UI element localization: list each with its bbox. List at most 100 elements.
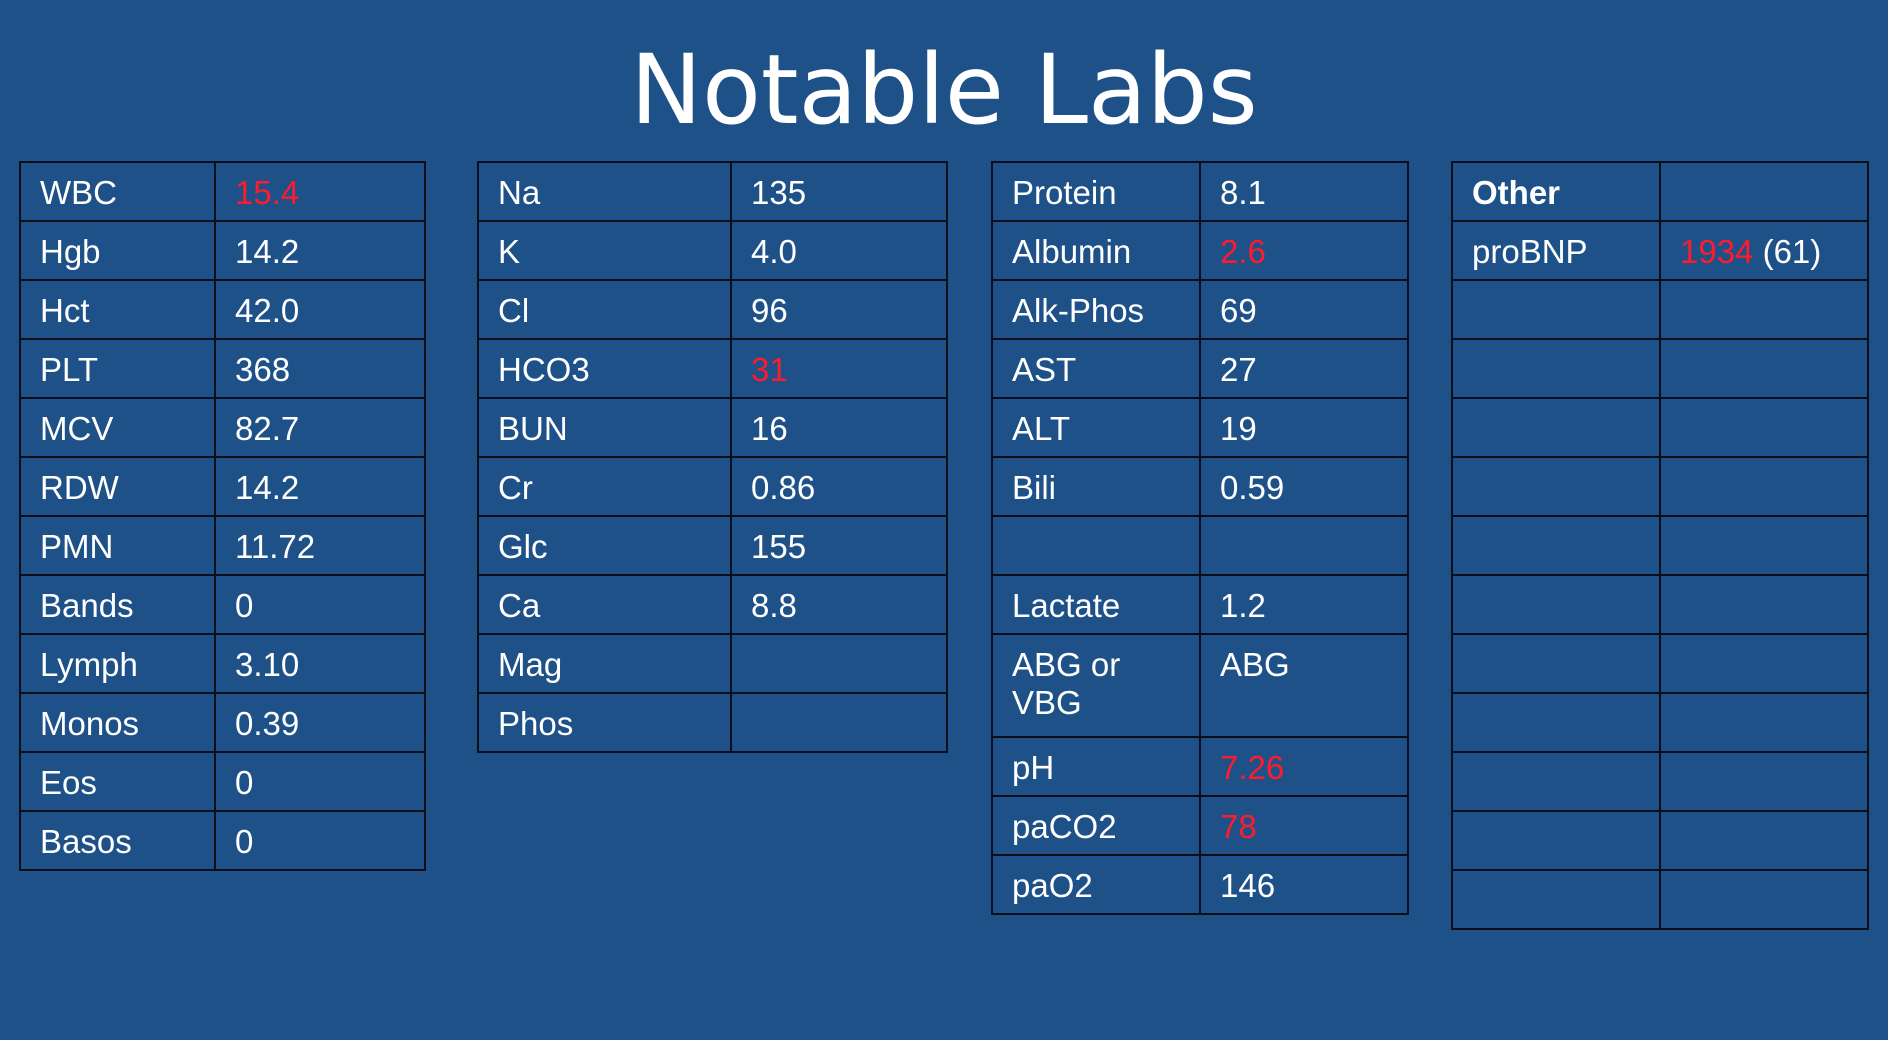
table-row: RDW 14.2 xyxy=(19,456,426,517)
lab-name: MCV xyxy=(19,397,216,458)
lab-name: paO2 xyxy=(991,854,1201,915)
lab-value: 4.0 xyxy=(751,233,797,270)
table-row: AST 27 xyxy=(991,338,1409,399)
table-row xyxy=(991,515,1409,576)
lab-value-cell xyxy=(1659,338,1869,399)
lab-value: 368 xyxy=(235,351,291,388)
table-row: BUN 16 xyxy=(477,397,948,458)
table-row xyxy=(1451,279,1869,340)
table-row: paO2 146 xyxy=(991,854,1409,915)
lab-name: Lymph xyxy=(19,633,216,694)
lab-name: BUN xyxy=(477,397,732,458)
lab-value: 11.72 xyxy=(235,528,316,565)
lab-value-cell: 135 xyxy=(730,161,948,222)
table-row xyxy=(1451,633,1869,694)
abnormal-value: 78 xyxy=(1220,808,1257,845)
table-row: Hgb 14.2 xyxy=(19,220,426,281)
table-row: Lymph 3.10 xyxy=(19,633,426,694)
lab-name xyxy=(1451,869,1661,930)
lab-value-cell xyxy=(1659,161,1869,222)
table-row: Other xyxy=(1451,161,1869,222)
lab-value-cell: 1.2 xyxy=(1199,574,1409,635)
lab-value: 155 xyxy=(751,528,807,565)
lab-name: Bands xyxy=(19,574,216,635)
bmp-table: Na 135 K 4.0 Cl 96 HCO3 31 BUN 16 Cr 0.86 Glc 155 Ca 8.… xyxy=(477,161,948,753)
reference-value: (61) xyxy=(1753,233,1822,270)
lab-value: 19 xyxy=(1220,410,1257,447)
lab-value-cell: 2.6 xyxy=(1199,220,1409,281)
lab-value: 14.2 xyxy=(235,233,300,270)
lab-name xyxy=(1451,515,1661,576)
lab-name: Albumin xyxy=(991,220,1201,281)
lab-name: Phos xyxy=(477,692,732,753)
lab-value: 0 xyxy=(235,823,254,860)
lab-name xyxy=(1451,456,1661,517)
lab-name: Ca xyxy=(477,574,732,635)
lab-name: WBC xyxy=(19,161,216,222)
lab-value: 14.2 xyxy=(235,469,300,506)
lab-name: Monos xyxy=(19,692,216,753)
table-row: HCO3 31 xyxy=(477,338,948,399)
lab-value-cell xyxy=(1659,515,1869,576)
abnormal-value: 1934 xyxy=(1680,233,1754,270)
lab-value-cell: 3.10 xyxy=(214,633,426,694)
lab-name: PMN xyxy=(19,515,216,576)
lab-name xyxy=(991,515,1201,576)
table-row: Hct 42.0 xyxy=(19,279,426,340)
lab-value-cell: 0.39 xyxy=(214,692,426,753)
lab-value-cell: 96 xyxy=(730,279,948,340)
table-row: pH 7.26 xyxy=(991,736,1409,797)
lab-value-cell xyxy=(1659,751,1869,812)
lab-name xyxy=(1451,397,1661,458)
slide-title: Notable Labs xyxy=(630,34,1258,146)
lab-value-cell: 0 xyxy=(214,574,426,635)
lab-value: ABG xyxy=(1220,646,1290,683)
lab-name: ALT xyxy=(991,397,1201,458)
lab-value: 82.7 xyxy=(235,410,300,447)
lab-value: 0.39 xyxy=(235,705,300,742)
lab-value: 146 xyxy=(1220,867,1276,904)
table-row: Albumin 2.6 xyxy=(991,220,1409,281)
lab-name: Lactate xyxy=(991,574,1201,635)
lab-value-cell xyxy=(730,692,948,753)
table-row: Glc 155 xyxy=(477,515,948,576)
lab-name xyxy=(1451,692,1661,753)
lab-name xyxy=(1451,633,1661,694)
table-row: PLT 368 xyxy=(19,338,426,399)
lab-value-cell: 4.0 xyxy=(730,220,948,281)
table-row: Ca 8.8 xyxy=(477,574,948,635)
lab-name: K xyxy=(477,220,732,281)
table-row xyxy=(1451,574,1869,635)
lab-name: paCO2 xyxy=(991,795,1201,856)
lab-name: Hgb xyxy=(19,220,216,281)
lab-value-cell: 19 xyxy=(1199,397,1409,458)
lab-name xyxy=(1451,279,1661,340)
table-row xyxy=(1451,751,1869,812)
lab-name: ABG or VBG xyxy=(991,633,1201,738)
lab-value: 27 xyxy=(1220,351,1257,388)
lab-value-cell: 14.2 xyxy=(214,456,426,517)
table-row: proBNP 1934 (61) xyxy=(1451,220,1869,281)
lab-name: Basos xyxy=(19,810,216,871)
table-row: K 4.0 xyxy=(477,220,948,281)
table-row: Monos 0.39 xyxy=(19,692,426,753)
lab-value-cell: 368 xyxy=(214,338,426,399)
lab-name: AST xyxy=(991,338,1201,399)
lab-value-cell xyxy=(730,633,948,694)
lab-name xyxy=(1451,810,1661,871)
cbc-table: WBC 15.4 Hgb 14.2 Hct 42.0 PLT 368 MCV 82.7 RDW 14.… xyxy=(19,161,426,871)
lab-value-cell xyxy=(1659,869,1869,930)
abnormal-value: 15.4 xyxy=(235,174,300,211)
lab-value-cell: 14.2 xyxy=(214,220,426,281)
lab-value: 8.8 xyxy=(751,587,797,624)
table-row: ABG or VBG ABG xyxy=(991,633,1409,738)
lab-value-cell: 7.26 xyxy=(1199,736,1409,797)
lab-value: 8.1 xyxy=(1220,174,1266,211)
table-row: Lactate 1.2 xyxy=(991,574,1409,635)
lab-value: 96 xyxy=(751,292,788,329)
table-row: ALT 19 xyxy=(991,397,1409,458)
lab-name xyxy=(1451,574,1661,635)
table-row xyxy=(1451,869,1869,930)
table-row: Bili 0.59 xyxy=(991,456,1409,517)
lab-value-cell: 27 xyxy=(1199,338,1409,399)
